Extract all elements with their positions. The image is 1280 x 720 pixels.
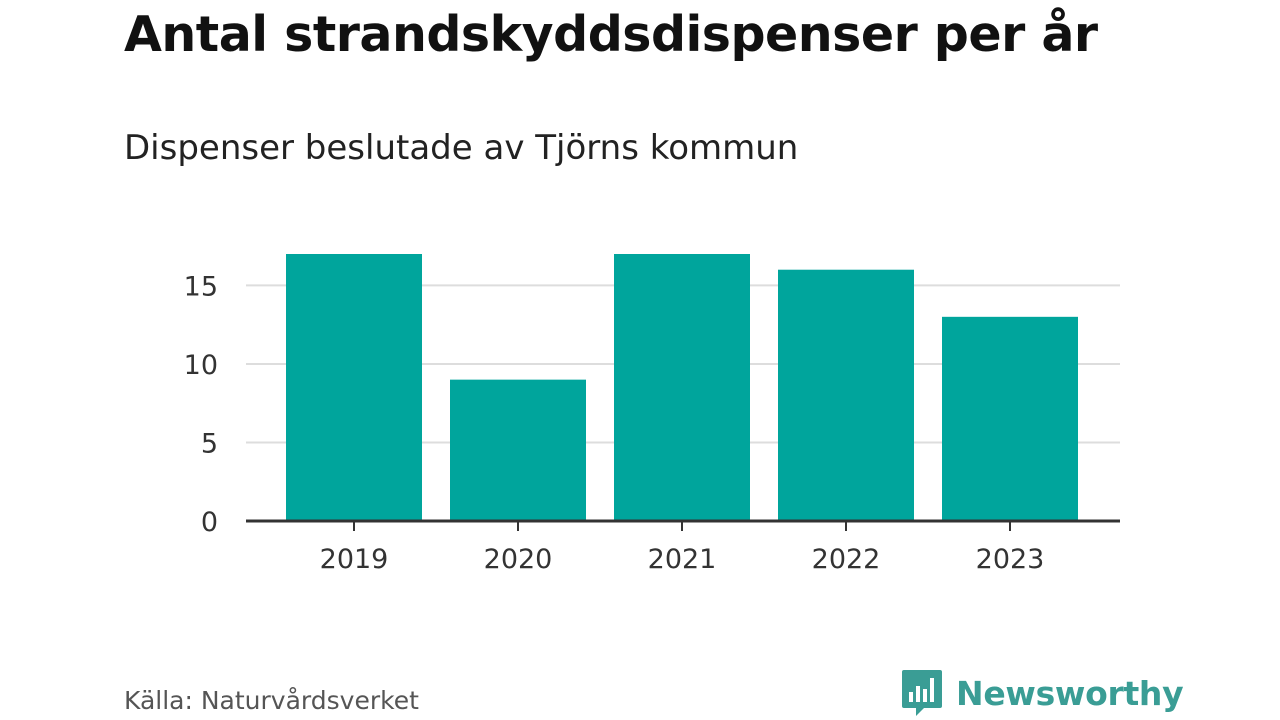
chart-title: Antal strandskyddsdispenser per år [124, 6, 1098, 63]
bars [286, 254, 1078, 521]
x-tick-label: 2019 [320, 544, 389, 575]
y-tick-label: 10 [184, 350, 218, 381]
brand-name: Newsworthy [956, 673, 1184, 713]
y-tick-label: 0 [201, 507, 218, 538]
x-tick-label: 2023 [976, 544, 1045, 575]
bar-2020 [450, 379, 586, 521]
x-axis-ticks: 2019 2020 2021 2022 2023 [320, 521, 1045, 575]
bar-2019 [286, 254, 422, 521]
brand-logo: Newsworthy [900, 668, 1184, 718]
source-note: Källa: Naturvårdsverket [124, 686, 419, 715]
y-tick-label: 5 [201, 428, 218, 459]
y-axis-ticks: 0 5 10 15 [184, 271, 218, 538]
x-tick-label: 2020 [484, 544, 553, 575]
bar-2021 [614, 254, 750, 521]
chart-subtitle: Dispenser beslutade av Tjörns kommun [124, 128, 799, 168]
speech-bubble-bar-chart-icon [902, 670, 942, 716]
x-tick-label: 2021 [648, 544, 717, 575]
x-tick-label: 2022 [812, 544, 881, 575]
y-tick-label: 15 [184, 271, 218, 302]
bar-2023 [942, 316, 1078, 521]
bar-2022 [778, 269, 914, 521]
